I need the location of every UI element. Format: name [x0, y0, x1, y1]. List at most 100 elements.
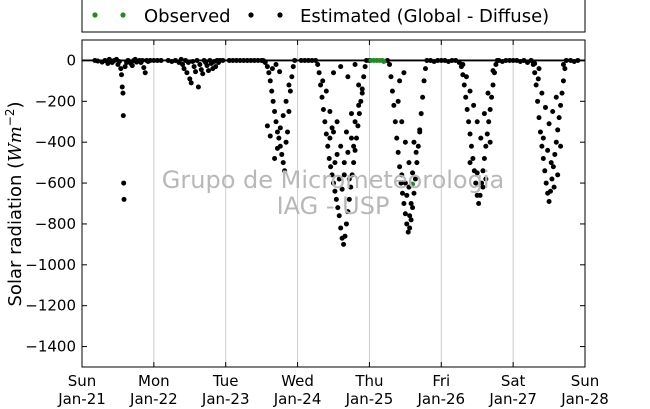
estimated-point: [320, 78, 326, 84]
series-observed: [368, 57, 416, 187]
estimated-point: [285, 129, 291, 135]
estimated-point: [467, 160, 473, 166]
estimated-point: [418, 111, 424, 117]
y-axis-label-close: ): [5, 101, 26, 108]
estimated-point: [404, 221, 410, 227]
estimated-point: [233, 57, 239, 63]
estimated-point: [184, 70, 190, 76]
estimated-point: [289, 74, 295, 80]
estimated-point: [395, 149, 401, 155]
estimated-point: [298, 57, 304, 63]
estimated-point: [180, 62, 186, 68]
estimated-point: [345, 149, 351, 155]
estimated-point: [267, 78, 273, 84]
estimated-point: [550, 109, 556, 115]
y-tick-label: 0: [66, 51, 76, 69]
estimated-point: [191, 64, 197, 70]
estimated-point: [468, 143, 474, 149]
estimated-point: [435, 57, 441, 63]
estimated-point: [389, 88, 395, 94]
estimated-point: [402, 139, 408, 145]
estimated-point: [277, 69, 283, 75]
estimated-point: [536, 115, 542, 121]
estimated-point: [575, 57, 581, 63]
estimated-point: [410, 170, 416, 176]
legend-observed-marker: [92, 12, 98, 18]
estimated-point: [349, 172, 355, 178]
estimated-point: [549, 176, 555, 182]
estimated-point: [139, 57, 145, 63]
y-axis-label-exp: −2: [3, 109, 17, 127]
estimated-point: [251, 57, 257, 63]
estimated-point: [361, 74, 367, 80]
legend-observed-label: Observed: [144, 6, 231, 27]
y-tick-label: −1000: [25, 256, 76, 274]
y-tick-label: −200: [35, 92, 76, 110]
estimated-point: [327, 109, 333, 115]
estimated-point: [195, 84, 201, 90]
estimated-point: [422, 66, 428, 72]
estimated-point: [338, 64, 344, 70]
estimated-point: [328, 164, 334, 170]
x-tick-day-label: Thu: [354, 372, 383, 390]
estimated-point: [412, 176, 418, 182]
estimated-point: [545, 147, 551, 153]
legend-observed-marker: [120, 12, 126, 18]
estimated-point: [331, 70, 336, 76]
x-tick-date-label: Jan-25: [345, 390, 394, 408]
estimated-point: [277, 125, 283, 131]
estimated-point: [276, 135, 282, 141]
estimated-point: [230, 57, 236, 63]
estimated-point: [466, 119, 472, 125]
estimated-point: [325, 143, 331, 149]
estimated-point: [322, 119, 328, 125]
estimated-point: [408, 217, 414, 223]
estimated-point: [395, 98, 401, 104]
estimated-point: [399, 172, 405, 178]
estimated-point: [473, 180, 479, 186]
estimated-point: [142, 70, 148, 76]
estimated-point: [272, 156, 278, 162]
estimated-point: [438, 57, 444, 63]
estimated-point: [204, 63, 210, 69]
estimated-point: [560, 78, 566, 84]
estimated-point: [490, 68, 496, 74]
estimated-point: [334, 151, 340, 157]
estimated-point: [474, 119, 480, 125]
estimated-point: [213, 64, 219, 70]
estimated-point: [129, 63, 135, 69]
estimated-point: [335, 205, 341, 211]
estimated-point: [493, 62, 499, 68]
estimated-point: [406, 160, 412, 166]
estimated-point: [402, 211, 408, 217]
y-tick-label: −600: [35, 174, 76, 192]
estimated-point: [406, 184, 412, 190]
estimated-point: [563, 57, 569, 63]
estimated-point: [537, 129, 543, 135]
y-tick-label: −1200: [25, 297, 76, 315]
estimated-point: [121, 180, 127, 186]
y-tick-label: −1400: [25, 338, 76, 356]
estimated-point: [467, 88, 473, 94]
estimated-point: [359, 90, 365, 96]
x-tick-day-label: Sat: [501, 372, 526, 390]
x-tick-day-label: Wed: [281, 372, 314, 390]
estimated-point: [95, 58, 101, 64]
estimated-point: [477, 192, 483, 198]
estimated-point: [326, 156, 332, 162]
estimated-point: [533, 82, 539, 88]
estimated-point: [329, 172, 335, 178]
estimated-point: [532, 61, 538, 67]
estimated-point: [401, 70, 407, 76]
estimated-point: [507, 57, 513, 63]
estimated-point: [535, 76, 541, 82]
estimated-point: [546, 198, 552, 204]
estimated-point: [283, 98, 289, 104]
estimated-point: [510, 57, 516, 63]
estimated-point: [471, 102, 477, 108]
estimated-point: [474, 170, 480, 176]
estimated-point: [141, 65, 147, 71]
estimated-point: [237, 57, 243, 63]
estimated-point: [188, 80, 194, 86]
